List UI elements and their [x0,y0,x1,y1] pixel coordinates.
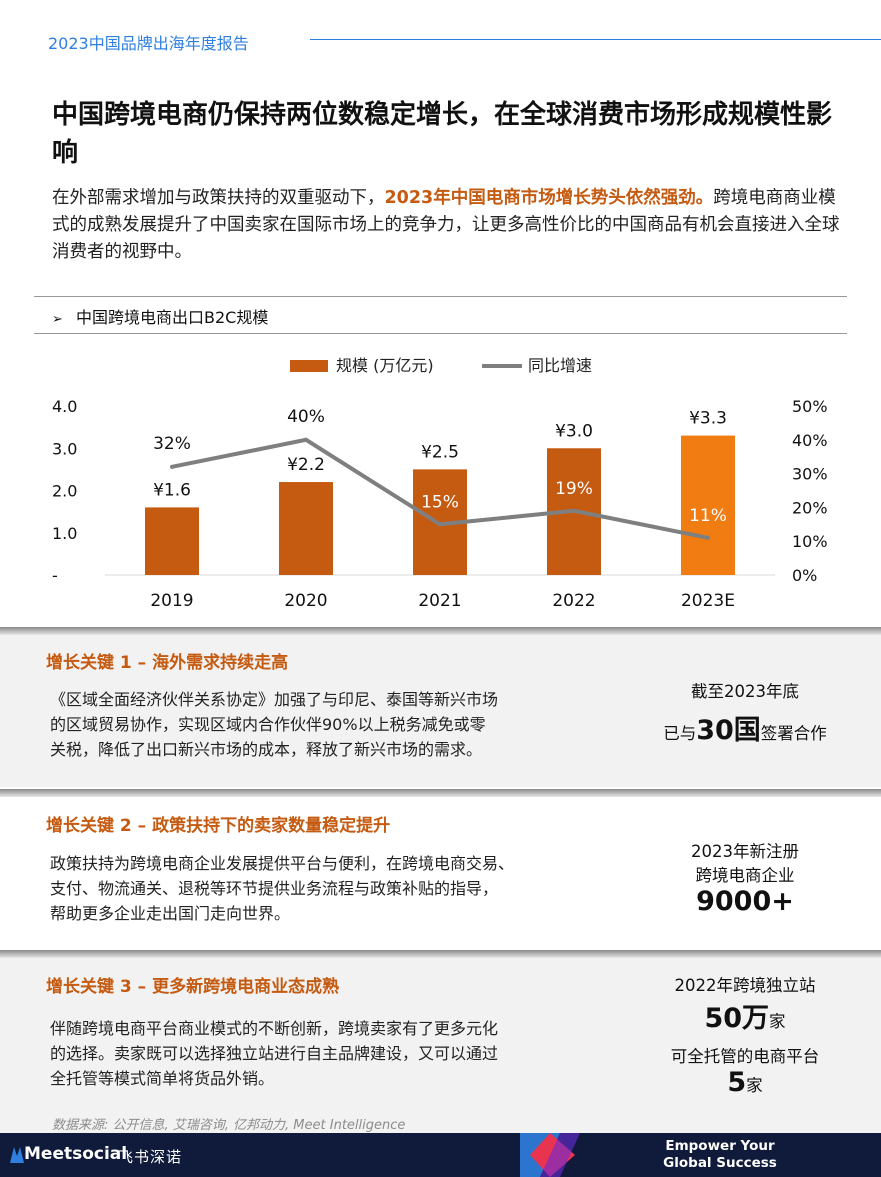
bar [681,435,735,575]
meetsocial-logo-text: Meetsocial [24,1144,128,1164]
line-point [706,535,710,540]
key-panel-1 [0,635,881,787]
line-data-label: 15% [421,492,459,512]
key-3-stat-unit-2: 家 [746,1076,763,1095]
b2c-scale-chart: 规模 (万亿元) 同比增速 - 1.0 2.0 3.0 4.0 0% 10% 20% 30% 40… [52,356,828,611]
key-1-line: 关税，降低了出口新兴市场的成本，释放了新兴市场的需求。 [50,740,483,759]
key-1-title: 增长关键 1 – 海外需求持续走高 [46,653,289,673]
bar-data-label: ¥2.2 [287,455,325,475]
footer-decoration [520,1133,580,1177]
bar-data-label: ¥3.0 [555,421,593,441]
key-3-stat-value-1: 50万 [704,1003,770,1034]
footer-tagline: Empower Your Global Success [620,1138,820,1172]
key-3-line: 伴随跨境电商平台商业模式的不断创新，跨境卖家有了更多元化 [50,1019,499,1038]
key-2-stat-label-1: 2023年新注册 [691,842,799,861]
page-title: 中国跨境电商仍保持两位数稳定增长，在全球消费市场形成规模性影响 [52,100,833,168]
key-3-title: 增长关键 3 – 更多新跨境电商业态成熟 [46,977,340,997]
line-data-label: 40% [287,407,325,427]
y-right-tick-label: 40% [792,431,828,450]
line-point [170,464,174,469]
line-data-label: 19% [555,479,593,499]
section-bottom-divider [34,333,847,334]
band-shadow-3 [0,950,881,960]
x-tick-label: 2023E [681,591,735,611]
footer-bar: Meetsocial 飞书深诺 Empower Your Global Succ… [0,1133,881,1177]
section-label: ➢ 中国跨境电商出口B2C规模 [52,304,268,328]
bar [145,507,199,575]
key-panel-2 [0,797,881,947]
bar [279,482,333,575]
key-3-stat-label-2: 可全托管的电商平台 [670,1047,820,1066]
chart-legend: 规模 (万亿元) 同比增速 [290,356,592,375]
y-right-tick-label: 20% [792,498,828,517]
key-1-stat-label: 截至2023年底 [691,682,799,701]
line-point [572,508,576,513]
y-right-tick-label: 10% [792,532,828,551]
key-1-stat: 截至2023年底 已与30国签署合作 [630,678,860,747]
key-2-title: 增长关键 2 – 政策扶持下的卖家数量稳定提升 [46,816,391,836]
y-left-tick-label: 2.0 [52,482,77,501]
band-shadow-2 [0,789,881,799]
key-3-stat: 2022年跨境独立站 50万家 可全托管的电商平台 5家 [630,972,860,1098]
intro-text-2: 跨境电商商业模式的成熟发展提升了中国卖家在国际市场上的竞争力，让更多高性价比的中… [52,188,840,262]
legend-bar-label: 规模 (万亿元) [336,356,434,375]
tagline-line-1: Empower Your [665,1138,775,1154]
x-tick-label: 2020 [284,591,327,611]
key-3-line: 全托管等模式简单将货品外销。 [50,1069,275,1088]
y-right-tick-label: 0% [792,566,817,585]
intro-text-1: 在外部需求增加与政策扶持的双重驱动下， [52,188,385,208]
key-1-body: 《区域全面经济伙伴关系协定》加强了与印尼、泰国等新兴市场 的区域贸易协作，实现区… [50,687,610,762]
legend-line-label: 同比增速 [528,356,592,375]
line-point [438,522,442,527]
meetsocial-logo-cn: 飞书深诺 [118,1148,183,1166]
key-2-line: 帮助更多企业走出国门走向世界。 [50,904,291,923]
legend-bar-swatch [290,360,328,372]
key-2-line: 支付、物流通关、退税等环节提供业务流程与政策补贴的指导， [50,879,499,898]
key-1-stat-post: 签署合作 [760,724,827,743]
key-2-stat-label-2: 跨境电商企业 [695,866,795,885]
key-3-stat-value-2: 5 [727,1067,747,1098]
y-left-tick-label: 4.0 [52,397,77,416]
intro-highlight: 2023年中国电商市场增长势头依然强劲。 [384,188,714,208]
key-2-body: 政策扶持为跨境电商企业发展提供平台与便利，在跨境电商交易、 支付、物流通关、退税… [50,851,610,926]
key-3-stat-label-1: 2022年跨境独立站 [674,976,816,995]
intro-paragraph: 在外部需求增加与政策扶持的双重驱动下，2023年中国电商市场增长势头依然强劲。跨… [52,185,842,266]
meetsocial-logo-icon [10,1147,24,1163]
header-divider [310,39,881,40]
bar-data-label: ¥1.6 [153,480,191,500]
key-3-body: 伴随跨境电商平台商业模式的不断创新，跨境卖家有了更多元化 的选择。卖家既可以选择… [50,1016,610,1091]
report-header-title: 2023中国品牌出海年度报告 [48,34,249,53]
data-source-note: 数据来源: 公开信息, 艾瑞咨询, 亿邦动力, Meet Intelligenc… [52,1118,406,1133]
section-top-divider [34,296,847,297]
y-left-tick-label: - [52,566,58,585]
band-shadow-1 [0,627,881,637]
y-right-tick-label: 30% [792,465,828,484]
line-data-label: 32% [153,434,191,454]
key-1-line: 的区域贸易协作，实现区域内合作伙伴90%以上税务减免或零 [50,715,486,734]
bar-data-label: ¥3.3 [689,409,727,429]
key-panel-3 [0,958,881,1133]
key-2-stat-value: 9000+ [696,886,794,917]
line-point [304,437,308,442]
bar-data-label: ¥2.5 [421,442,459,462]
x-tick-label: 2022 [552,591,595,611]
key-3-stat-unit-1: 家 [769,1012,786,1031]
y-left-tick-label: 3.0 [52,439,77,458]
key-1-stat-pre: 已与 [663,724,697,743]
y-right-tick-label: 50% [792,397,828,416]
x-tick-label: 2021 [418,591,461,611]
line-data-label: 11% [689,506,727,526]
key-1-stat-value: 30国 [696,715,761,746]
tagline-line-2: Global Success [663,1155,777,1171]
key-1-line: 《区域全面经济伙伴关系协定》加强了与印尼、泰国等新兴市场 [50,690,499,709]
x-tick-label: 2019 [150,591,193,611]
y-left-tick-label: 1.0 [52,524,77,543]
key-3-line: 的选择。卖家既可以选择独立站进行自主品牌建设，又可以通过 [50,1044,499,1063]
key-2-stat: 2023年新注册 跨境电商企业 9000+ [630,838,860,917]
section-label-text: 中国跨境电商出口B2C规模 [76,308,269,327]
key-2-line: 政策扶持为跨境电商企业发展提供平台与便利，在跨境电商交易、 [50,854,515,873]
arrow-icon: ➢ [52,312,63,327]
